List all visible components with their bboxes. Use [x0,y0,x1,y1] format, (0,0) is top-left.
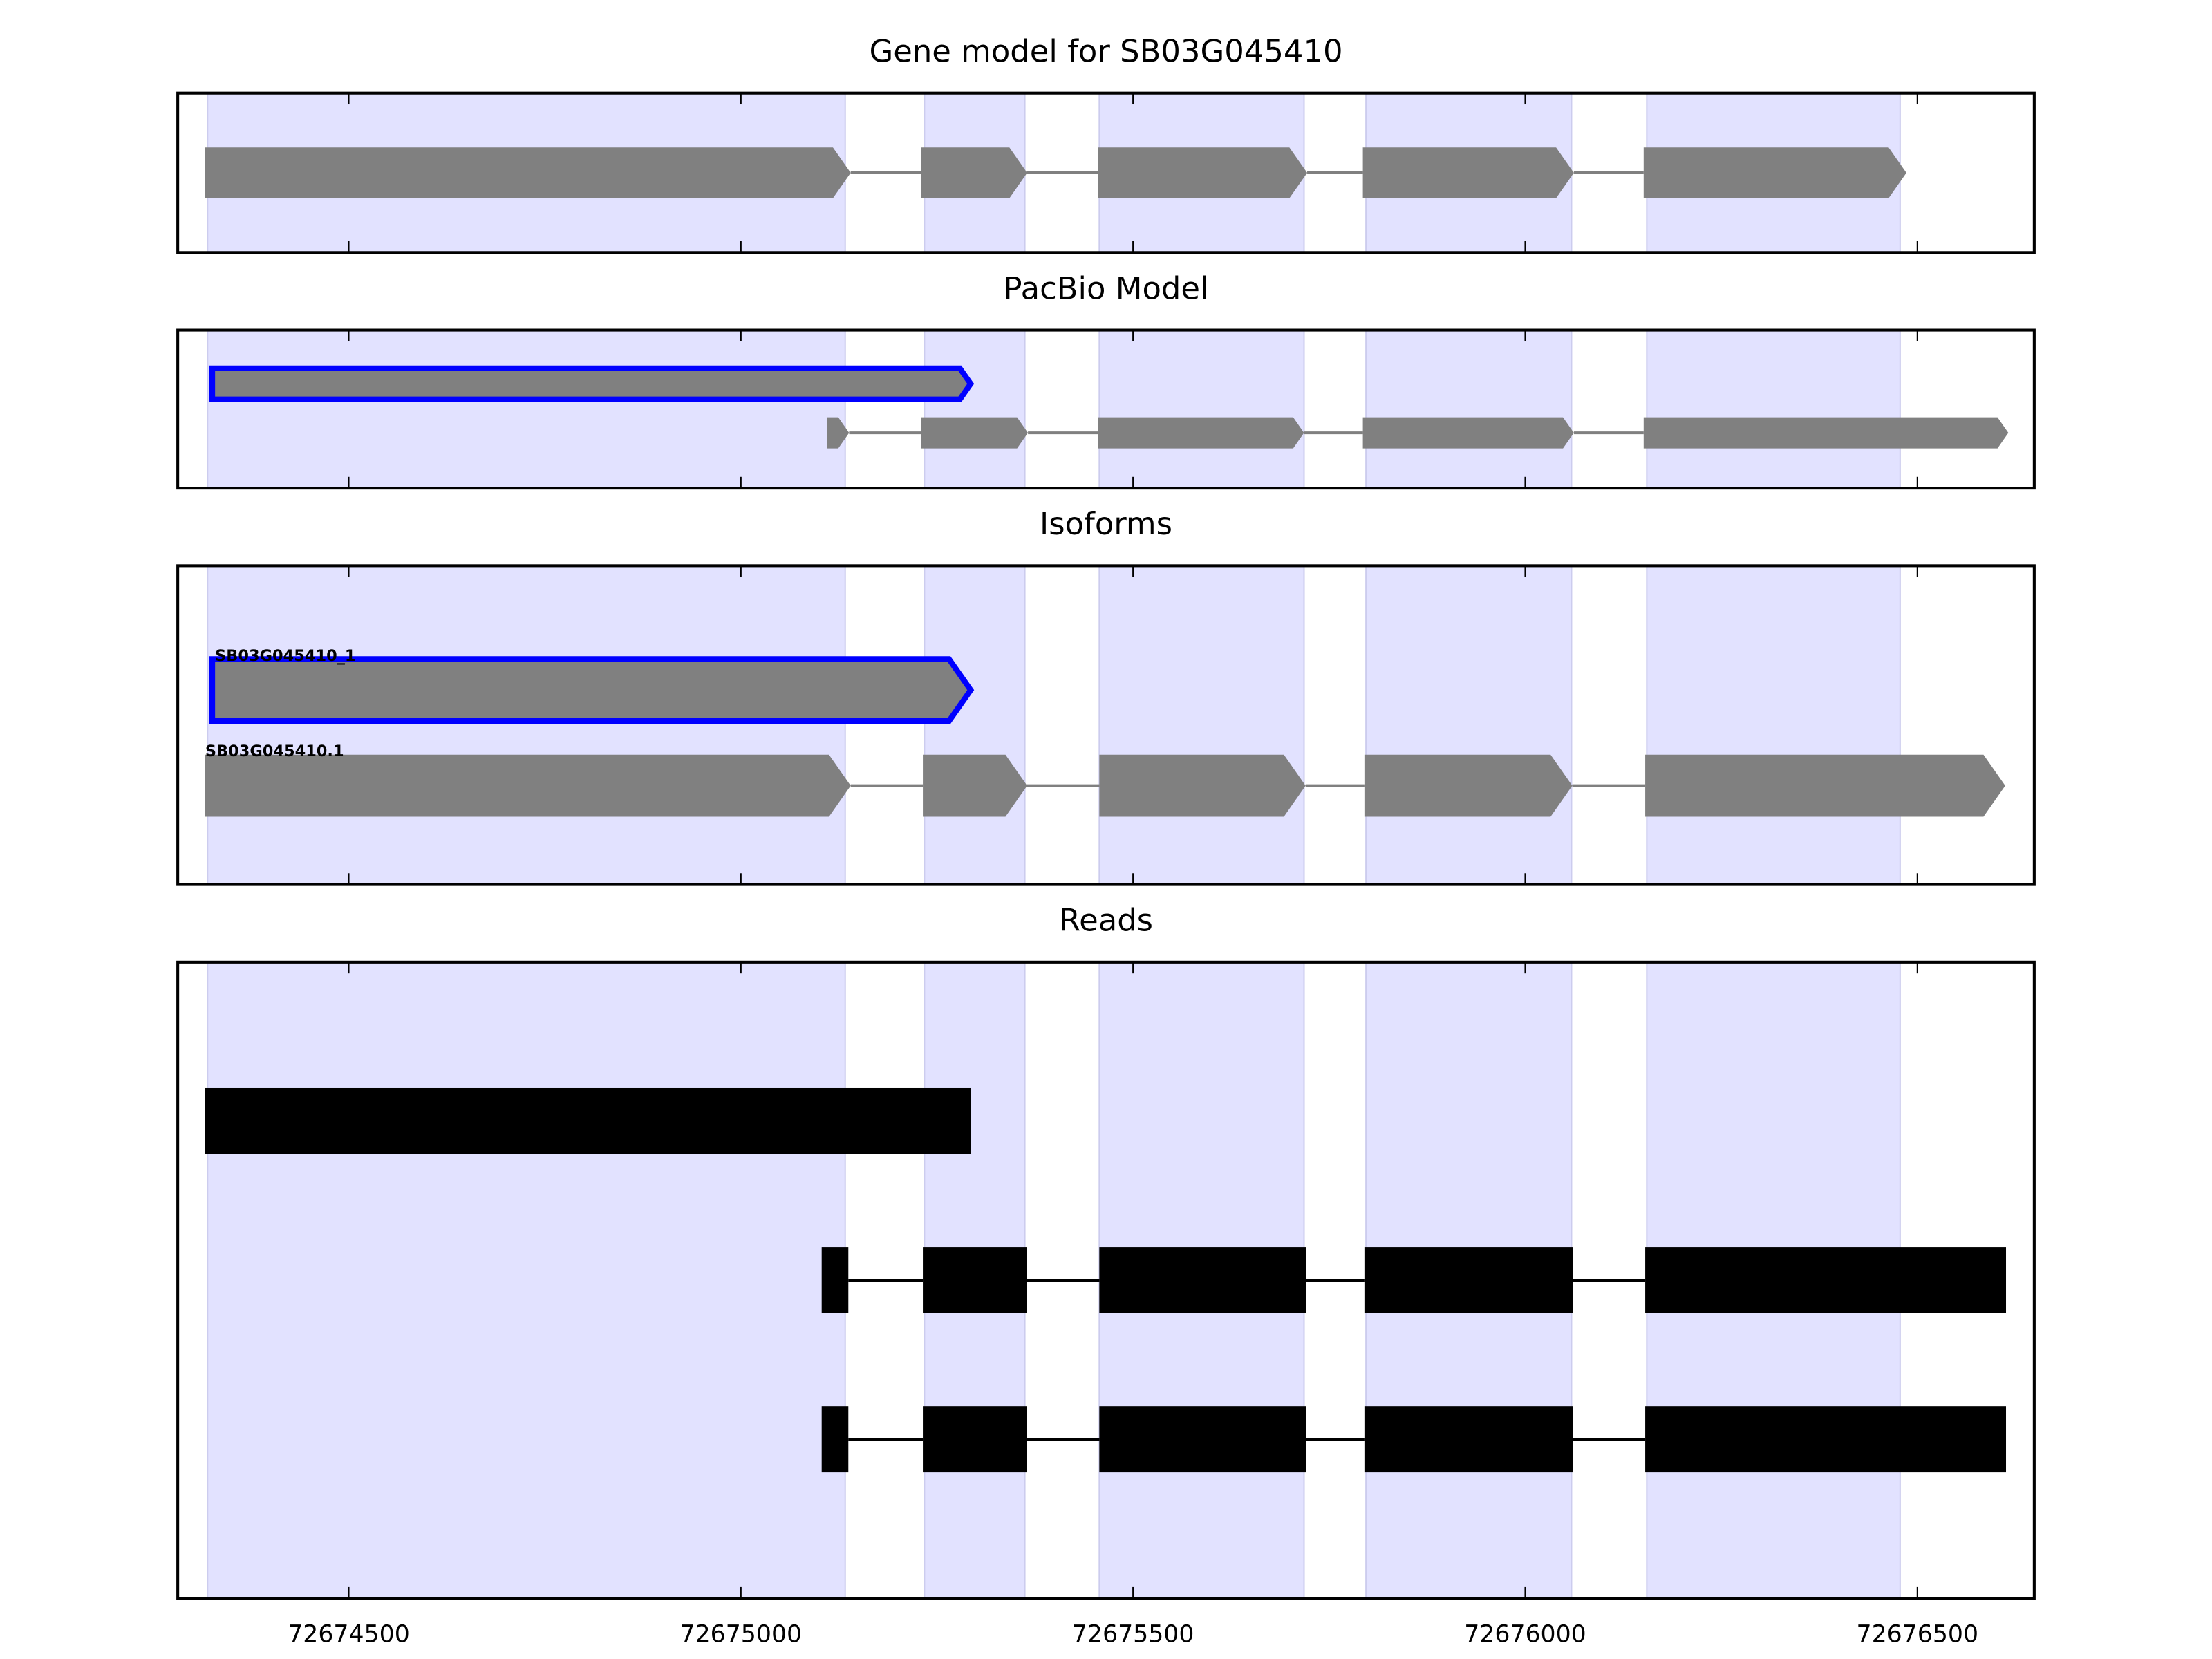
exon [1098,147,1308,198]
shaded-region [1365,329,1573,489]
shaded-region [207,961,846,1600]
x-tick-label: 72675500 [1072,1620,1194,1648]
exon [1099,1406,1306,1473]
exon [1364,1406,1573,1473]
exon [1645,1247,2007,1313]
exon [921,417,1029,449]
exon [209,656,975,724]
panel: Isoforms SB03G045410_1 SB03G045410.1 [176,505,2036,886]
panel-title: PacBio Model [1004,270,1209,306]
shaded-region [1646,565,1901,885]
exon [1098,417,1304,449]
track-label: SB03G045410_1 [215,647,355,665]
panel-title: Isoforms [1040,505,1172,542]
x-tick-label: 72676500 [1857,1620,1979,1648]
panel-frame [176,564,2036,886]
exon [821,1406,849,1473]
x-tick-label: 72676000 [1464,1620,1586,1648]
exon [923,1406,1027,1473]
shaded-region [1365,565,1573,885]
shaded-region [207,329,846,489]
exon [1099,754,1306,817]
panel-title: Reads [1059,902,1153,939]
track-label: SB03G045410.1 [205,742,344,760]
exon [1643,417,2009,449]
exon [1362,147,1574,198]
panel: PacBio Model [176,270,2036,490]
panel-title: Gene model for SB03G045410 [869,33,1342,70]
exon [1645,754,2005,817]
shaded-region [924,329,1026,489]
exon [1362,417,1574,449]
panel: Reads 72674500 72675000 72675500 72676000 726… [176,902,2036,1648]
exon [1645,1406,2007,1473]
exon [1643,147,1906,198]
exon [205,754,851,817]
exon [827,417,850,449]
shaded-region [1098,329,1305,489]
exon [205,1087,971,1154]
panel-frame [176,328,2036,490]
exon [923,754,1027,817]
exon [821,1247,849,1313]
panel-frame [176,91,2036,254]
shaded-region [924,565,1026,885]
shaded-region [1098,565,1305,885]
panel: Gene model for SB03G045410 [176,33,2036,254]
exon [205,147,851,198]
exon [1364,754,1573,817]
exon [921,147,1027,198]
exon [209,365,975,402]
shaded-region [207,565,846,885]
x-tick-label: 72675000 [680,1620,803,1648]
exon [1099,1247,1306,1313]
panel-frame [176,960,2036,1600]
exon [1364,1247,1573,1313]
exon [923,1247,1027,1313]
x-tick-label: 72674500 [288,1620,410,1648]
shaded-region [1646,329,1901,489]
